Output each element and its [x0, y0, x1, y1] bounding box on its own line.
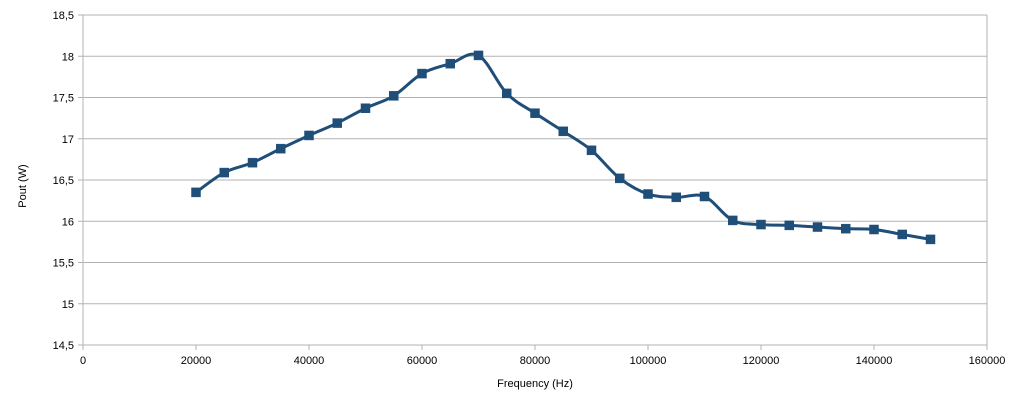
data-point-marker: [219, 167, 229, 178]
data-point-marker: [502, 88, 512, 99]
data-point-marker: [841, 223, 851, 234]
y-tick-label: 18: [62, 51, 74, 63]
x-tick-label: 140000: [856, 355, 893, 367]
data-point-marker: [925, 234, 936, 245]
y-axis-title: Pout (W): [17, 164, 29, 207]
data-point-marker: [530, 108, 540, 118]
x-tick-label: 160000: [969, 355, 1006, 367]
x-tick-label: 100000: [630, 355, 667, 367]
x-tick-label: 20000: [181, 355, 212, 367]
data-point-marker: [389, 91, 399, 101]
data-point-marker: [869, 224, 879, 235]
y-tick-label: 16,5: [53, 175, 74, 187]
data-point-marker: [247, 157, 258, 168]
y-tick-label: 16: [62, 216, 74, 228]
y-tick-label: 14,5: [53, 340, 74, 352]
x-tick-label: 0: [80, 355, 86, 367]
data-point-marker: [304, 130, 314, 141]
gridlines: [83, 14, 987, 346]
x-tick-label: 120000: [743, 355, 780, 367]
data-point-marker: [276, 143, 286, 154]
data-point-marker: [332, 118, 342, 128]
data-point-marker: [445, 58, 455, 69]
x-tick-label: 40000: [294, 355, 325, 367]
axis-labels: Frequency (Hz) Pout (W): [17, 164, 573, 390]
y-tick-label: 15,5: [53, 258, 74, 270]
data-point-marker: [558, 126, 568, 137]
data-point-marker: [360, 103, 371, 113]
y-tick-label: 17: [62, 134, 74, 146]
data-point-marker: [417, 68, 427, 79]
data-point-marker: [728, 215, 738, 226]
data-point-marker: [643, 189, 653, 199]
x-tick-label: 80000: [520, 355, 551, 367]
data-point-marker: [586, 145, 597, 156]
data-point-marker: [615, 173, 625, 184]
series-line: [194, 52, 932, 241]
data-point-marker: [473, 50, 484, 61]
data-point-marker: [699, 191, 710, 202]
y-tick-label: 15: [62, 299, 74, 311]
y-tick-label: 17,5: [53, 93, 74, 105]
data-point-marker: [784, 220, 794, 231]
data-point-marker: [191, 187, 201, 198]
data-point-marker: [756, 219, 766, 230]
data-point-marker: [897, 229, 907, 240]
data-point-marker: [671, 192, 681, 203]
y-tick-label: 18,5: [53, 10, 74, 22]
series-group: [191, 50, 936, 245]
axes: 14,5 15 15,5 16 16,5 17 17,5 18 18,5 0 20000 40000 6…: [53, 10, 1006, 367]
x-tick-label: 60000: [407, 355, 438, 367]
x-axis-title: Frequency (Hz): [497, 378, 573, 390]
data-point-marker: [812, 222, 823, 232]
